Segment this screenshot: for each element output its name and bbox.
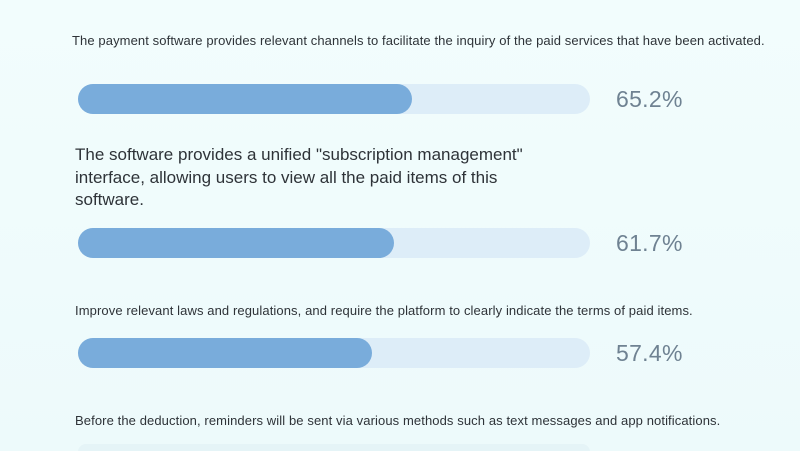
bar-track (78, 228, 590, 258)
bar-value: 61.7% (616, 230, 683, 256)
bar-value: 57.4% (616, 340, 683, 366)
bar-label: The payment software provides relevant c… (72, 33, 765, 48)
bar-label: The software provides a unified "subscri… (75, 145, 523, 209)
bar-track (78, 84, 590, 114)
bar-track (78, 338, 590, 368)
bar-fill (78, 228, 394, 258)
bar-label: Improve relevant laws and regulations, a… (75, 303, 693, 318)
bar-fill (78, 84, 412, 114)
bar-track-cutoff (78, 444, 590, 451)
bar-fill (78, 338, 372, 368)
bar-label: Before the deduction, reminders will be … (75, 413, 721, 428)
bar-value: 65.2% (616, 86, 683, 112)
